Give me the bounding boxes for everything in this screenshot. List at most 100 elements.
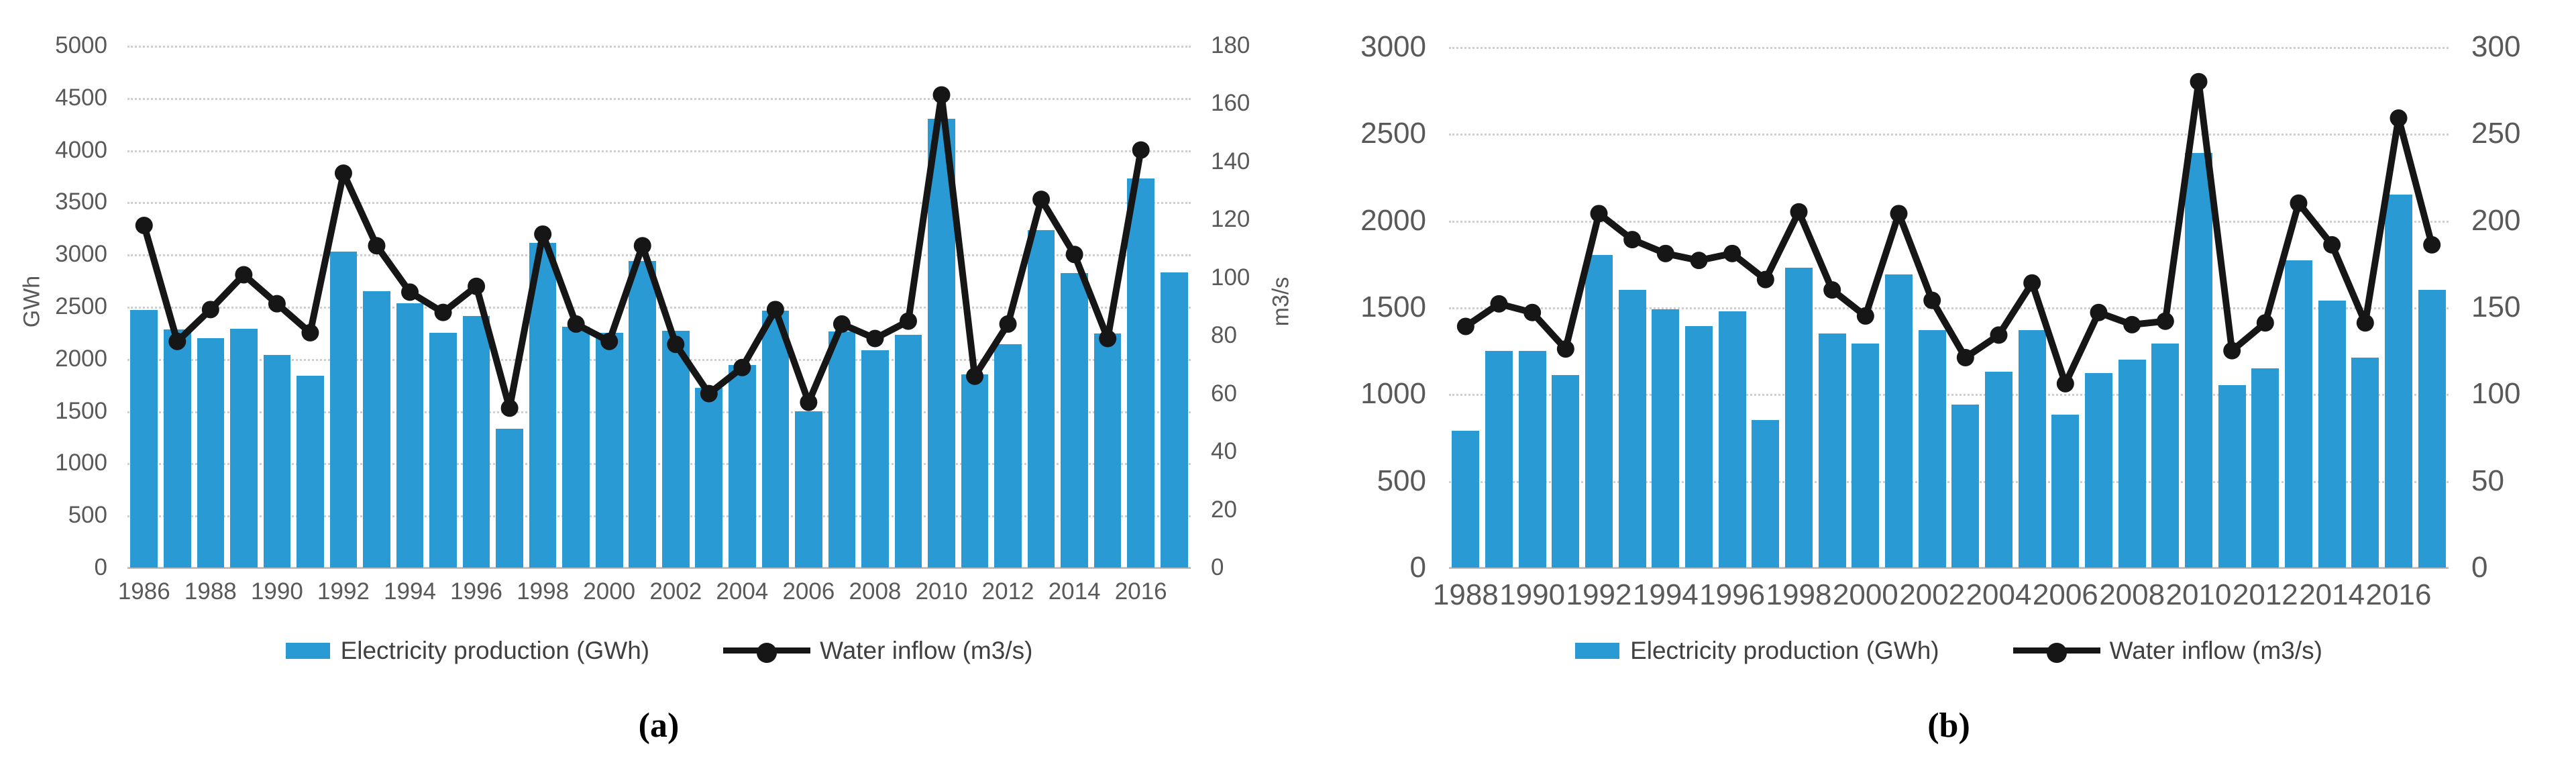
x-axis-tick: 1998	[1766, 578, 1832, 611]
x-axis-tick: 2012	[981, 578, 1034, 605]
water-inflow-point	[2056, 374, 2074, 393]
y-axis-left-tick: 500	[68, 502, 107, 529]
water-inflow-point	[2123, 315, 2141, 333]
water-inflow-line	[1462, 78, 2436, 387]
water-inflow-point	[2156, 312, 2174, 330]
water-inflow-point	[1656, 244, 1674, 262]
electricity-production-bar	[163, 329, 191, 568]
y-axis-left-tick: 0	[1409, 551, 1426, 584]
y-axis-left-tick: 4500	[55, 84, 107, 111]
electricity-production-bar	[1652, 309, 1680, 568]
y-axis-left-tick: 2000	[1360, 203, 1426, 237]
electricity-production-bar	[1818, 333, 1846, 568]
electricity-production-bar	[2218, 385, 2246, 568]
x-axis-tick: 1990	[1499, 578, 1566, 611]
y-axis-right-tick: 180	[1211, 32, 1250, 58]
electricity-production-bar	[1752, 420, 1780, 568]
water-inflow-point	[135, 216, 153, 234]
electricity-production-bar	[197, 337, 225, 568]
x-axis-tick: 1996	[450, 578, 503, 605]
y-axis-left-tick: 2500	[1360, 117, 1426, 150]
chart-a-caption: (a)	[638, 707, 680, 745]
electricity-production-bar	[297, 375, 324, 568]
water-inflow-point	[800, 393, 818, 411]
y-axis-left-tick: 2500	[55, 293, 107, 319]
y-axis-left-tick: 3000	[1360, 30, 1426, 63]
x-axis-tick: 2016	[1114, 578, 1167, 605]
gridline	[127, 411, 1191, 413]
x-axis-tick: 1998	[517, 578, 570, 605]
gridline	[127, 150, 1191, 152]
electricity-production-bar	[1618, 290, 1646, 568]
x-axis-tick: 1992	[317, 578, 370, 605]
water-inflow-point	[932, 86, 951, 104]
y-axis-right-tick: 80	[1211, 322, 1237, 349]
electricity-production-bar	[1127, 178, 1155, 568]
water-inflow-point	[1065, 246, 1083, 264]
water-inflow-point	[1556, 340, 1574, 358]
electricity-production-bar	[828, 331, 856, 568]
electricity-production-bar	[2318, 300, 2346, 568]
water-inflow-point	[899, 312, 917, 330]
electricity-production-bar	[2151, 344, 2180, 568]
gridline	[127, 358, 1191, 361]
water-inflow-point	[368, 237, 386, 255]
water-inflow-point	[1790, 203, 1808, 221]
gridline	[127, 463, 1191, 466]
x-axis-tick: 1990	[250, 578, 303, 605]
x-axis-tick: 1992	[1566, 578, 1632, 611]
electricity-production-bar	[1452, 430, 1480, 568]
gridline	[127, 97, 1191, 100]
water-inflow-point	[2356, 314, 2374, 332]
electricity-production-bar	[1885, 274, 1913, 568]
water-inflow-point	[733, 358, 751, 376]
water-inflow-point	[600, 332, 619, 350]
y-axis-left-tick: 1000	[55, 450, 107, 476]
x-axis-tick: 2016	[2365, 578, 2432, 611]
water-inflow-point	[999, 315, 1017, 333]
y-axis-left-tick: 1500	[1360, 291, 1426, 323]
electricity-production-bar	[2185, 152, 2212, 568]
water-inflow-point	[1523, 303, 1542, 321]
water-inflow-point	[700, 384, 718, 403]
water-inflow-point	[168, 332, 186, 350]
electricity-production-bar	[429, 332, 457, 568]
gridline	[1449, 480, 2449, 483]
y-axis-right-tick: 50	[2471, 464, 2504, 497]
y-axis-left-tick: 3000	[55, 241, 107, 268]
water-inflow-point	[966, 367, 984, 385]
water-inflow-point	[235, 266, 253, 284]
y-axis-right-tick: 0	[2471, 551, 2488, 584]
electricity-production-bar	[1851, 344, 1880, 568]
gridline	[1449, 220, 2449, 223]
electricity-production-bar	[1027, 230, 1055, 568]
electricity-production-bar	[396, 303, 424, 568]
y-axis-right-tick: 300	[2471, 30, 2521, 63]
y-axis-right-tick: 160	[1211, 90, 1250, 117]
x-axis-tick: 2004	[1966, 578, 2032, 611]
chart-b-plot-area: 0 500 1000 1500 2000 2500 3000 0 50 100 150 200 250 3…	[1360, 30, 2520, 611]
water-inflow-point	[1956, 349, 1974, 367]
electricity-production-bar	[1518, 350, 1546, 568]
water-inflow-point	[1923, 291, 1941, 309]
electricity-production-bar	[595, 332, 623, 568]
electricity-production-bar	[562, 326, 590, 568]
electricity-production-bar	[2351, 358, 2379, 568]
water-inflow-point	[2256, 314, 2274, 332]
y-axis-right-tick: 140	[1211, 148, 1250, 174]
electricity-production-bar	[1061, 273, 1088, 568]
legend-item-electricity: Electricity production (GWh)	[1575, 637, 1939, 665]
gridline	[127, 46, 1191, 48]
electricity-production-bar	[2251, 368, 2279, 568]
water-inflow-point	[766, 301, 784, 319]
water-inflow-line-layer	[1456, 72, 2441, 393]
electricity-production-bar	[1585, 255, 1613, 568]
electricity-production-bar	[629, 260, 657, 568]
electricity-production-bar	[2051, 415, 2080, 568]
electricity-production-bar	[1918, 329, 1946, 568]
x-axis-tick: 2000	[583, 578, 636, 605]
gridline	[1449, 394, 2449, 397]
water-inflow-point	[401, 283, 419, 301]
water-inflow-point	[1690, 252, 1708, 270]
water-inflow-point	[1856, 307, 1874, 325]
